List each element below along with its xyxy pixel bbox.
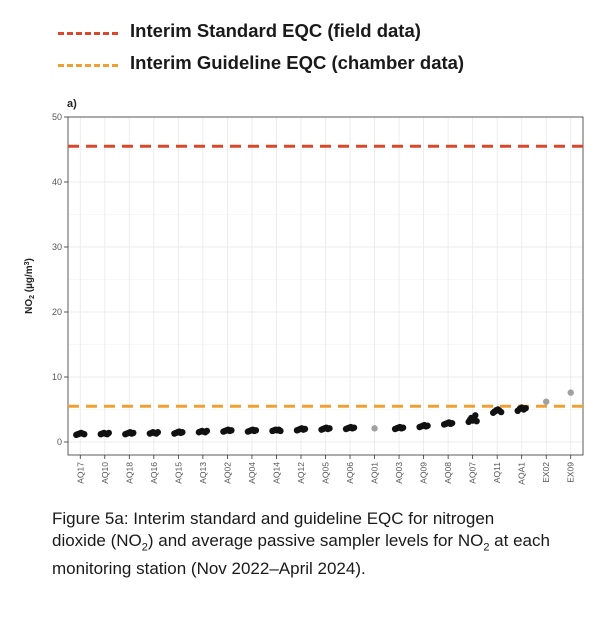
x-tick-label: AQ05 [321,462,331,484]
x-tick-label: AQ11 [492,462,502,483]
data-point [448,419,456,427]
y-label-rest: (µg/m [24,265,35,295]
data-point [424,422,431,429]
reference-lines [68,144,583,408]
y-axis: 0 10 20 30 40 50 [52,112,68,447]
legend-label-guideline: Interim Guideline EQC (chamber data) [130,52,465,73]
x-tick-label: AQ16 [149,462,159,484]
legend-swatch-guideline [58,64,118,67]
data-point [326,425,333,432]
x-axis: AQ17 AQ10 AQ18 AQ16 AQ15 AQ13 AQ02 AQ04 AQ14 AQ12… [75,455,576,485]
data-point [497,408,505,416]
data-point [473,418,480,425]
caption-sub-2: 2 [483,541,490,554]
y-label-sup: 3 [24,261,31,265]
x-tick-label: AQ03 [394,462,404,484]
caption-sub-1: 2 [141,541,148,554]
x-tick-label: AQ14 [271,462,281,484]
x-tick-label: AQ07 [468,462,478,484]
data-point [154,429,162,436]
data-point [399,424,407,431]
x-tick-label: AQ01 [370,462,380,484]
x-tick-label: AQ04 [247,462,257,484]
y-tick-label: 20 [52,307,62,317]
data-point [179,429,186,436]
x-tick-label: AQ02 [222,462,232,484]
x-tick-label: AQ08 [443,462,453,484]
x-tick-label: AQA1 [517,462,527,485]
data-point [105,429,112,437]
grid-lines [68,116,583,455]
x-tick-label: AQ13 [198,462,208,484]
x-tick-label: EX09 [566,462,576,483]
legend-label-standard: Interim Standard EQC (field data) [130,20,421,41]
y-label-main: NO [24,299,35,314]
data-point [130,429,137,437]
x-tick-label: AQ18 [124,462,134,484]
panel-label: a) [67,98,77,110]
data-point [301,425,309,433]
data-point [567,389,574,396]
data-point [350,424,358,431]
data-point [472,412,479,419]
data-point [203,427,211,435]
y-tick-label: 50 [52,112,62,122]
y-tick-label: 10 [52,372,62,382]
x-tick-label: AQ09 [419,462,429,484]
caption-part-3: at each monitoring station (Nov 2022–Apr… [52,531,550,579]
data-point [277,427,284,435]
data-point [228,427,235,434]
data-point [252,427,260,434]
y-label-sub: 2 [29,295,36,299]
y-tick-label: 30 [52,242,62,252]
y-axis-label: NO2 (µg/m3) [24,258,36,314]
x-tick-label: EX02 [541,462,551,483]
x-tick-label: AQ15 [173,462,183,484]
data-point [543,398,550,405]
y-label-close: ) [24,258,35,261]
x-tick-label: AQ17 [75,462,85,484]
legend-swatch-standard [58,32,118,35]
caption-part-1: Figure 5a: Interim standard and guidelin… [52,509,495,550]
data-point [522,405,529,412]
data-point [371,425,378,432]
x-tick-label: AQ10 [100,462,110,484]
y-tick-label: 40 [52,177,62,187]
data-point [81,431,88,438]
y-tick-label: 0 [57,437,62,447]
caption-part-2: ) and average passive sampler levels for… [147,531,484,550]
figure-caption: Figure 5a: Interim standard and guidelin… [52,508,552,580]
x-tick-label: AQ06 [345,462,355,484]
x-tick-label: AQ12 [296,462,306,484]
data-points [73,389,574,439]
